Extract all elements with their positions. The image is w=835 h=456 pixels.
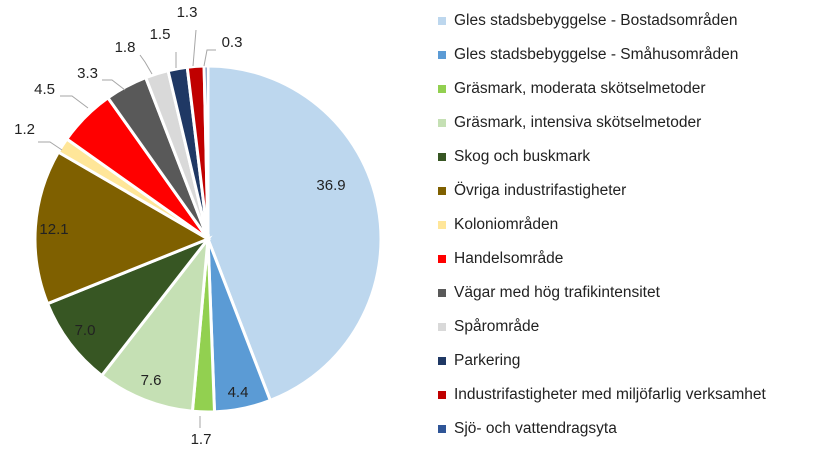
legend-item: Gles stadsbebyggelse - Bostadsområden [438, 4, 766, 38]
legend-item: Gles stadsbebyggelse - Småhusområden [438, 38, 766, 72]
pie-slice [45, 235, 213, 378]
legend-item: Koloniområden [438, 208, 766, 242]
legend-label: Skog och buskmark [454, 148, 591, 165]
legend-item: Övriga industrifastigheter [438, 174, 766, 208]
data-label: 1.5 [150, 26, 171, 43]
legend-swatch [438, 255, 446, 263]
leader-line [192, 29, 197, 67]
legend-swatch [438, 187, 446, 195]
data-label: 36.9 [316, 177, 345, 194]
leader-line [38, 141, 63, 151]
legend-swatch [438, 425, 446, 433]
leader-line [60, 95, 89, 109]
leader-line [203, 49, 216, 67]
pie-slice [33, 150, 212, 306]
legend: Gles stadsbebyggelse - Bostadsområden Gle… [438, 4, 766, 446]
data-label: 4.5 [34, 81, 55, 98]
data-label: 12.1 [39, 221, 68, 238]
pie-slice [99, 234, 210, 413]
legend-swatch [438, 357, 446, 365]
legend-label: Parkering [454, 352, 521, 369]
legend-label: Gräsmark, moderata skötselmetoder [454, 80, 706, 97]
legend-item: Spårområde [438, 310, 766, 344]
pie-slice [206, 64, 383, 403]
data-label: 1.2 [14, 121, 35, 138]
legend-label: Gles stadsbebyggelse - Småhusområden [454, 46, 739, 63]
legend-item: Industrifastigheter med miljöfarlig verk… [438, 378, 766, 412]
data-label: 4.4 [228, 384, 249, 401]
legend-label: Övriga industrifastigheter [454, 182, 627, 199]
pie-chart: 36.9 4.4 1.7 7.6 7.0 12.1 1.2 4.5 3.3 1.8 1.5 1.3 0.… [14, 4, 383, 448]
data-label: 7.6 [141, 372, 162, 389]
legend-label: Gräsmark, intensiva skötselmetoder [454, 114, 702, 131]
legend-label: Koloniområden [454, 216, 559, 233]
legend-item: Gräsmark, intensiva skötselmetoder [438, 106, 766, 140]
data-label: 7.0 [75, 322, 96, 339]
leader-line [102, 79, 126, 91]
data-label: 1.7 [191, 431, 212, 448]
legend-item: Sjö- och vattendragsyta [438, 412, 766, 446]
legend-swatch [438, 153, 446, 161]
legend-swatch [438, 51, 446, 59]
legend-label: Sjö- och vattendragsyta [454, 420, 617, 437]
legend-label: Gles stadsbebyggelse - Bostadsområden [454, 12, 738, 29]
legend-swatch [438, 85, 446, 93]
data-label: 1.3 [177, 4, 198, 21]
legend-swatch [438, 17, 446, 25]
legend-label: Handelsområde [454, 250, 564, 267]
data-label: 0.3 [222, 34, 243, 51]
legend-label: Vägar med hög trafikintensitet [454, 284, 660, 301]
legend-item: Vägar med hög trafikintensitet [438, 276, 766, 310]
pie-slice [202, 64, 210, 240]
leader-line [139, 54, 153, 75]
legend-swatch [438, 289, 446, 297]
legend-item: Handelsområde [438, 242, 766, 276]
legend-swatch [438, 391, 446, 399]
legend-swatch [438, 323, 446, 331]
legend-item: Skog och buskmark [438, 140, 766, 174]
legend-swatch [438, 221, 446, 229]
legend-label: Industrifastigheter med miljöfarlig verk… [454, 386, 766, 403]
data-label: 3.3 [77, 65, 98, 82]
legend-item: Gräsmark, moderata skötselmetoder [438, 72, 766, 106]
legend-swatch [438, 119, 446, 127]
legend-label: Spårområde [454, 318, 540, 335]
data-label: 1.8 [115, 39, 136, 56]
legend-item: Parkering [438, 344, 766, 378]
